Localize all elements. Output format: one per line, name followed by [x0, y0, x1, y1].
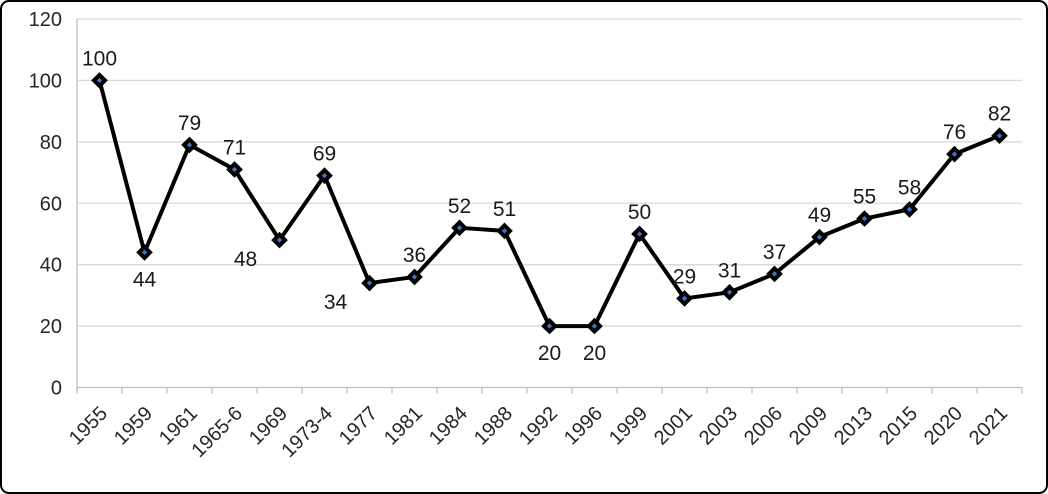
data-point-marker	[586, 317, 603, 335]
data-label: 76	[943, 121, 966, 144]
data-point-marker	[451, 219, 468, 237]
data-label: 52	[448, 195, 471, 218]
data-label: 50	[628, 201, 651, 224]
data-label: 58	[898, 176, 921, 199]
x-axis-tick-label: 1959	[110, 402, 157, 449]
data-label: 82	[988, 103, 1011, 126]
data-point-marker	[136, 244, 153, 261]
data-point-marker	[496, 222, 513, 240]
data-point-marker	[856, 210, 873, 227]
data-label: 79	[178, 112, 201, 135]
y-axis-tick-label: 0	[51, 378, 62, 400]
x-axis-tick-label: 2006	[740, 402, 787, 449]
data-label: 100	[82, 47, 117, 70]
data-point-marker	[811, 228, 828, 246]
x-axis-tick-label: 2013	[830, 402, 877, 449]
data-label: 71	[223, 136, 246, 159]
x-axis-tick-label: 1973-4	[277, 402, 337, 462]
data-point-marker	[316, 167, 333, 184]
x-axis-tick-label: 1988	[470, 402, 517, 449]
data-point-marker	[541, 317, 558, 335]
data-point-marker	[181, 136, 198, 154]
data-label: 20	[583, 342, 606, 365]
x-axis-tick-label: 1992	[515, 402, 562, 449]
x-axis-tick-label: 1999	[605, 402, 652, 449]
data-label: 48	[234, 248, 257, 271]
x-axis-tick-label: 1981	[380, 402, 427, 449]
data-point-marker	[226, 161, 243, 178]
data-point-marker	[271, 231, 288, 249]
data-point-marker	[901, 201, 918, 218]
data-point-marker	[676, 290, 693, 307]
x-axis-tick-label: 2020	[920, 402, 967, 449]
data-point-marker	[946, 145, 963, 163]
y-axis-tick-label: 20	[40, 316, 62, 338]
y-axis-tick-label: 120	[29, 9, 62, 31]
data-point-marker	[91, 72, 108, 89]
x-axis-tick-label: 1984	[425, 402, 472, 449]
y-axis-tick-label: 60	[40, 193, 62, 215]
y-axis-tick-label: 80	[40, 132, 62, 154]
data-point-marker	[361, 274, 378, 292]
x-axis-tick-label: 2009	[785, 402, 832, 449]
data-label: 51	[493, 198, 516, 221]
x-axis-tick-label: 2015	[875, 402, 922, 449]
x-axis-tick-label: 1965-6	[187, 402, 247, 462]
x-axis-tick-label: 2021	[965, 402, 1012, 449]
y-axis-tick-label: 100	[29, 70, 62, 92]
data-point-marker	[721, 283, 738, 301]
x-axis-tick-label: 2003	[695, 402, 742, 449]
data-label: 49	[808, 204, 831, 227]
data-label: 36	[403, 244, 426, 267]
x-axis-tick-label: 1996	[560, 402, 607, 449]
data-label: 69	[313, 143, 336, 166]
data-label: 29	[673, 265, 696, 288]
data-point-marker	[406, 268, 423, 286]
data-point-marker	[766, 265, 783, 283]
data-point-marker	[991, 127, 1008, 145]
data-point-marker	[631, 225, 648, 243]
data-label: 44	[133, 268, 157, 291]
data-label: 31	[718, 259, 741, 282]
data-label: 34	[324, 291, 348, 314]
x-axis-tick-label: 1955	[65, 402, 112, 449]
data-label: 37	[763, 241, 786, 264]
data-label: 20	[538, 342, 561, 365]
x-axis-tick-label: 2001	[650, 402, 697, 449]
x-axis-tick-label: 1977	[335, 402, 382, 449]
data-label: 55	[853, 186, 876, 209]
y-axis-tick-label: 40	[40, 255, 62, 277]
